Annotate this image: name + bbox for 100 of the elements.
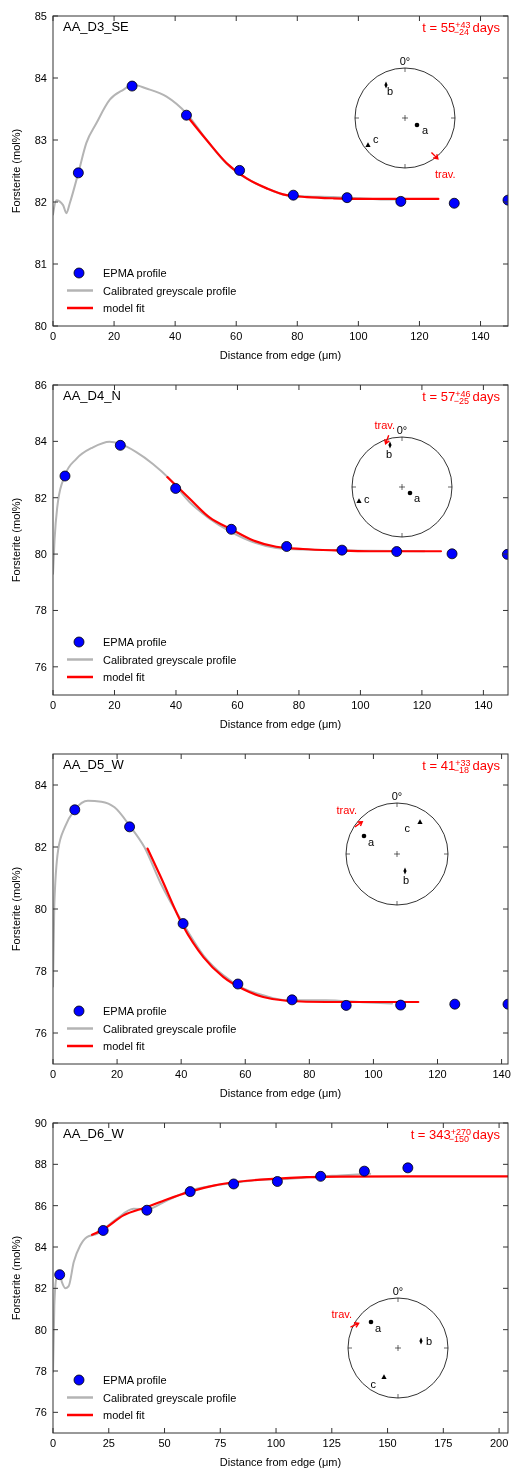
point — [395, 999, 407, 1011]
annotation: b — [426, 1335, 433, 1347]
chart-title: AA_D6_W — [63, 1126, 125, 1141]
legend-label: model fit — [103, 671, 145, 683]
x-tick-label: 140 — [474, 699, 493, 711]
annotation: trav. — [331, 1308, 352, 1320]
x-tick-label: 0 — [49, 1068, 57, 1080]
x-axis-title: Distance from edge (μm) — [219, 718, 342, 730]
point — [225, 523, 237, 535]
legend-label: Calibrated greyscale profile — [103, 284, 237, 297]
y-tick-label: 78 — [34, 1365, 47, 1377]
y-tick-label: 81 — [34, 258, 47, 270]
annotation: 0° — [396, 424, 408, 436]
point — [402, 1162, 414, 1174]
y-tick-label: 88 — [34, 1158, 47, 1171]
point — [446, 548, 458, 560]
point — [281, 541, 293, 552]
y-axis-title: Forsterite (mol%) — [10, 1235, 22, 1321]
chart-title: AA_D4_N — [63, 388, 121, 403]
annotation: a — [368, 836, 375, 848]
annotation: c — [364, 493, 370, 505]
point — [336, 544, 348, 556]
legend-label: EPMA profile — [103, 1374, 167, 1386]
point — [59, 470, 71, 482]
legend-label: EPMA profile — [103, 1005, 167, 1017]
x-tick-label: 40 — [169, 330, 182, 342]
legend-label: Calibrated greyscale profile — [103, 1022, 237, 1035]
legend-label: EPMA profile — [103, 267, 167, 279]
annotation: a — [414, 492, 421, 504]
legend-label: model fit — [103, 1040, 145, 1052]
line-series — [90, 1175, 508, 1236]
legend-label: model fit — [103, 302, 145, 314]
y-tick-label: 84 — [34, 1241, 47, 1253]
x-tick-label: 100 — [364, 1068, 383, 1080]
x-tick-label: 80 — [303, 1068, 316, 1080]
annotation: c — [373, 133, 379, 145]
x-axis-title: Distance from edge (μm) — [219, 1087, 342, 1099]
y-tick-label: 84 — [34, 435, 47, 448]
y-tick-label: 84 — [34, 72, 47, 84]
x-tick-label: 120 — [412, 699, 432, 711]
point — [232, 978, 244, 990]
x-tick-label: 60 — [230, 330, 243, 342]
point — [126, 80, 138, 92]
point — [184, 1186, 196, 1198]
legend-label: EPMA profile — [103, 636, 167, 648]
y-tick-label: 84 — [34, 779, 47, 791]
x-tick-label: 20 — [110, 1068, 124, 1080]
point — [69, 804, 81, 816]
point — [395, 195, 407, 207]
x-tick-label: 75 — [214, 1437, 227, 1449]
x-tick-label: 80 — [291, 330, 304, 342]
annotation: a — [422, 124, 429, 136]
chart-subtitle: t = 343$^{+270}$$_{−150}$ days — [410, 1126, 501, 1144]
y-tick-label: 76 — [34, 1027, 47, 1039]
y-tick-label: 82 — [34, 196, 47, 208]
annotation: c — [370, 1378, 377, 1390]
y-tick-label: 85 — [34, 10, 47, 22]
point — [286, 994, 298, 1006]
y-tick-label: 78 — [34, 604, 47, 617]
y-tick-label: 82 — [34, 1282, 47, 1295]
point — [72, 167, 84, 179]
x-tick-label: 100 — [351, 699, 370, 711]
x-tick-label: 150 — [378, 1437, 397, 1449]
x-tick-label: 0 — [49, 699, 57, 711]
point — [234, 164, 245, 176]
y-tick-label: 90 — [34, 1117, 47, 1129]
point — [228, 1178, 240, 1190]
y-axis-title: Forsterite (mol%) — [10, 866, 22, 952]
y-axis-title: Forsterite (mol%) — [10, 128, 22, 214]
point — [177, 918, 189, 929]
chart-subtitle: t = 57$^{+46}$$_{−25}$ days — [422, 388, 501, 406]
annotation: 0° — [392, 1285, 404, 1297]
x-tick-label: 200 — [489, 1437, 509, 1449]
point — [141, 1204, 153, 1216]
y-tick-label: 76 — [34, 1406, 47, 1419]
annotation: trav. — [374, 419, 395, 431]
annotation: b — [386, 448, 393, 460]
x-tick-label: 20 — [107, 330, 121, 342]
annotation: 0° — [399, 55, 411, 67]
point — [341, 192, 353, 204]
x-tick-label: 140 — [471, 330, 490, 342]
point — [449, 998, 461, 1010]
chart-subtitle: t = 41$^{+33}$$_{−18}$ days — [422, 757, 501, 775]
point — [315, 1170, 327, 1182]
point — [124, 821, 135, 833]
y-tick-label: 76 — [34, 660, 47, 673]
x-tick-label: 140 — [492, 1068, 511, 1080]
line-series — [146, 847, 420, 1004]
x-tick-label: 125 — [322, 1437, 341, 1449]
x-tick-label: 40 — [175, 1068, 188, 1080]
point — [340, 1000, 352, 1011]
x-tick-label: 100 — [349, 330, 368, 342]
point — [271, 1176, 283, 1187]
y-tick-label: 80 — [34, 1323, 47, 1336]
point — [170, 483, 182, 494]
annotation: b — [403, 874, 410, 886]
x-tick-label: 20 — [108, 699, 121, 711]
point — [97, 1225, 109, 1236]
y-tick-label: 80 — [34, 903, 47, 915]
x-tick-label: 60 — [239, 1068, 252, 1080]
